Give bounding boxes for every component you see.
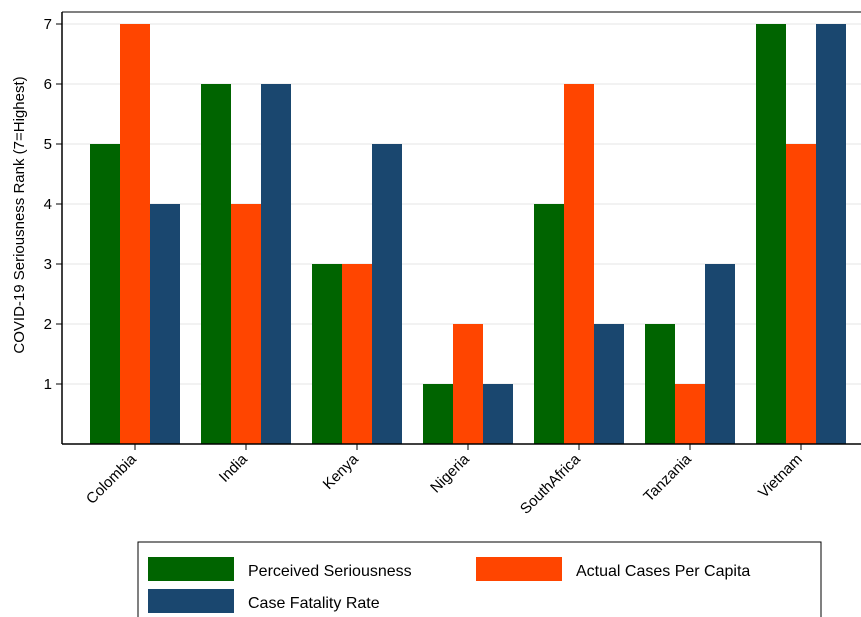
x-tick-label: Tanzania	[640, 450, 695, 505]
y-axis-ticks: 1 2 3 4 5 6 7	[44, 16, 62, 393]
y-tick-label: 4	[44, 196, 52, 213]
bar-colombia-actual-cases-per-capita	[120, 24, 150, 444]
bar-tanzania-perceived-seriousness	[645, 324, 675, 444]
bar-colombia-case-fatality-rate	[150, 204, 180, 444]
bar-southafrica-perceived-seriousness	[534, 204, 564, 444]
bar-kenya-case-fatality-rate	[372, 144, 402, 444]
x-tick-label: SouthAfrica	[517, 450, 584, 517]
bar-southafrica-case-fatality-rate	[594, 324, 624, 444]
legend-swatch	[476, 557, 562, 581]
bar-kenya-actual-cases-per-capita	[342, 264, 372, 444]
bar-colombia-perceived-seriousness	[90, 144, 120, 444]
y-tick-label: 5	[44, 136, 52, 153]
x-tick-label: India	[216, 450, 251, 485]
legend-swatch	[148, 557, 234, 581]
x-tick-label: Colombia	[83, 450, 140, 507]
y-axis-title: COVID-19 Seriousness Rank (7=Highest)	[11, 76, 28, 353]
bar-nigeria-case-fatality-rate	[483, 384, 513, 444]
bar-tanzania-case-fatality-rate	[705, 264, 735, 444]
x-tick-label: Vietnam	[755, 451, 806, 502]
x-tick-label: Kenya	[320, 450, 363, 493]
bar-india-actual-cases-per-capita	[231, 204, 261, 444]
bar-vietnam-perceived-seriousness	[756, 24, 786, 444]
bars	[90, 24, 846, 444]
x-tick-label: Nigeria	[427, 450, 473, 496]
bar-nigeria-perceived-seriousness	[423, 384, 453, 444]
y-tick-label: 3	[44, 256, 52, 273]
y-tick-label: 7	[44, 16, 52, 33]
legend-label: Case Fatality Rate	[248, 595, 380, 612]
legend: Perceived Seriousness Actual Cases Per Ca…	[137, 541, 822, 617]
bar-india-perceived-seriousness	[201, 84, 231, 444]
bar-vietnam-actual-cases-per-capita	[786, 144, 816, 444]
x-axis-ticks: Colombia India Kenya Nigeria SouthAfrica Tanz…	[83, 444, 806, 518]
bar-tanzania-actual-cases-per-capita	[675, 384, 705, 444]
bar-india-case-fatality-rate	[261, 84, 291, 444]
legend-label: Perceived Seriousness	[248, 563, 412, 580]
y-tick-label: 2	[44, 316, 52, 333]
legend-swatch	[148, 589, 234, 613]
gridlines	[62, 11, 861, 385]
bar-vietnam-case-fatality-rate	[816, 24, 846, 444]
bar-kenya-perceived-seriousness	[312, 264, 342, 444]
bar-nigeria-actual-cases-per-capita	[453, 324, 483, 444]
y-tick-label: 6	[44, 76, 52, 93]
legend-label: Actual Cases Per Capita	[576, 563, 750, 580]
y-tick-label: 1	[44, 376, 52, 393]
bar-southafrica-actual-cases-per-capita	[564, 84, 594, 444]
